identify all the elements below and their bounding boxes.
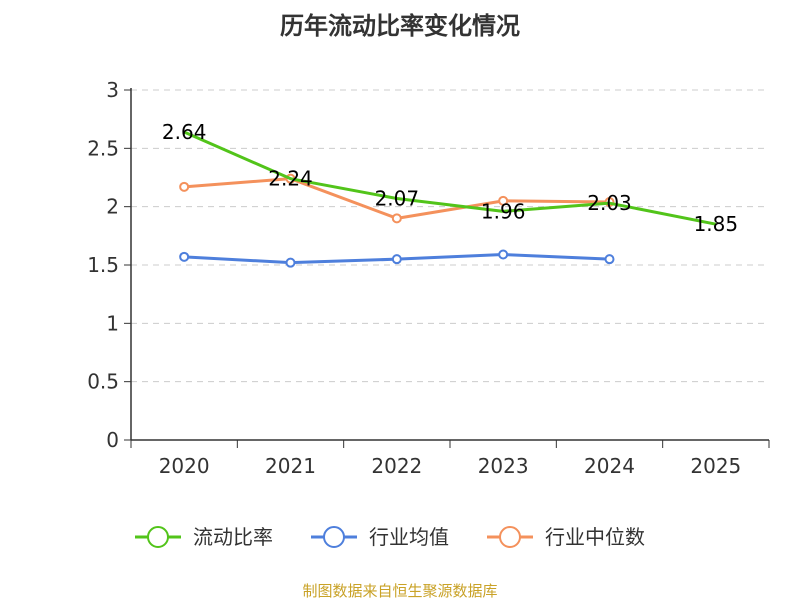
data-label: 2.03 — [587, 191, 632, 215]
x-tick-label: 2022 — [371, 454, 422, 478]
x-tick-label: 2020 — [159, 454, 210, 478]
legend-label: 行业均值 — [369, 525, 449, 549]
y-tick-label: 1 — [106, 311, 119, 335]
grid-lines — [131, 89, 769, 383]
source-note: 制图数据来自恒生聚源数据库 — [302, 582, 497, 600]
data-point[interactable] — [391, 213, 402, 224]
legend-marker — [323, 526, 345, 548]
legend-item-2[interactable]: 行业中位数 — [487, 525, 645, 549]
data-label: 2.07 — [375, 187, 420, 211]
legend[interactable]: 流动比率 行业均值 行业中位数 — [135, 525, 645, 549]
data-label: 2.64 — [162, 120, 207, 144]
chart-title: 历年流动比率变化情况 — [280, 12, 520, 40]
legend-label: 行业中位数 — [545, 525, 645, 549]
legend-label: 流动比率 — [193, 525, 273, 549]
data-point[interactable] — [498, 249, 509, 260]
y-tick-label: 1.5 — [87, 253, 119, 277]
axes: 0 0.5 1 1.5 2 2.5 3 2020 2021 2022 2023 2024 2025 — [87, 78, 770, 478]
data-point[interactable] — [285, 257, 296, 268]
x-tick-label: 2023 — [478, 454, 529, 478]
series-line-0 — [183, 130, 717, 226]
data-label: 1.96 — [481, 199, 526, 223]
legend-item-1[interactable]: 行业均值 — [311, 525, 449, 549]
series-lines — [179, 130, 717, 268]
legend-item-0[interactable]: 流动比率 — [135, 525, 273, 549]
x-tick-label: 2025 — [690, 454, 741, 478]
y-tick-label: 0 — [106, 428, 119, 452]
data-point[interactable] — [391, 254, 402, 265]
y-tick-label: 2.5 — [87, 136, 119, 160]
legend-marker — [499, 526, 521, 548]
data-label: 2.24 — [268, 167, 313, 191]
data-point[interactable] — [179, 181, 190, 192]
x-tick-label: 2024 — [584, 454, 635, 478]
data-point[interactable] — [498, 195, 509, 206]
y-tick-label: 2 — [106, 195, 119, 219]
data-point[interactable] — [604, 254, 615, 265]
y-tick-label: 0.5 — [87, 370, 119, 394]
data-point[interactable] — [179, 251, 190, 262]
legend-marker — [147, 526, 169, 548]
data-labels: 2.64 2.24 2.07 1.96 2.03 1.85 — [162, 120, 738, 236]
y-tick-label: 3 — [106, 78, 119, 102]
data-label: 1.85 — [694, 212, 739, 236]
x-tick-label: 2021 — [265, 454, 316, 478]
